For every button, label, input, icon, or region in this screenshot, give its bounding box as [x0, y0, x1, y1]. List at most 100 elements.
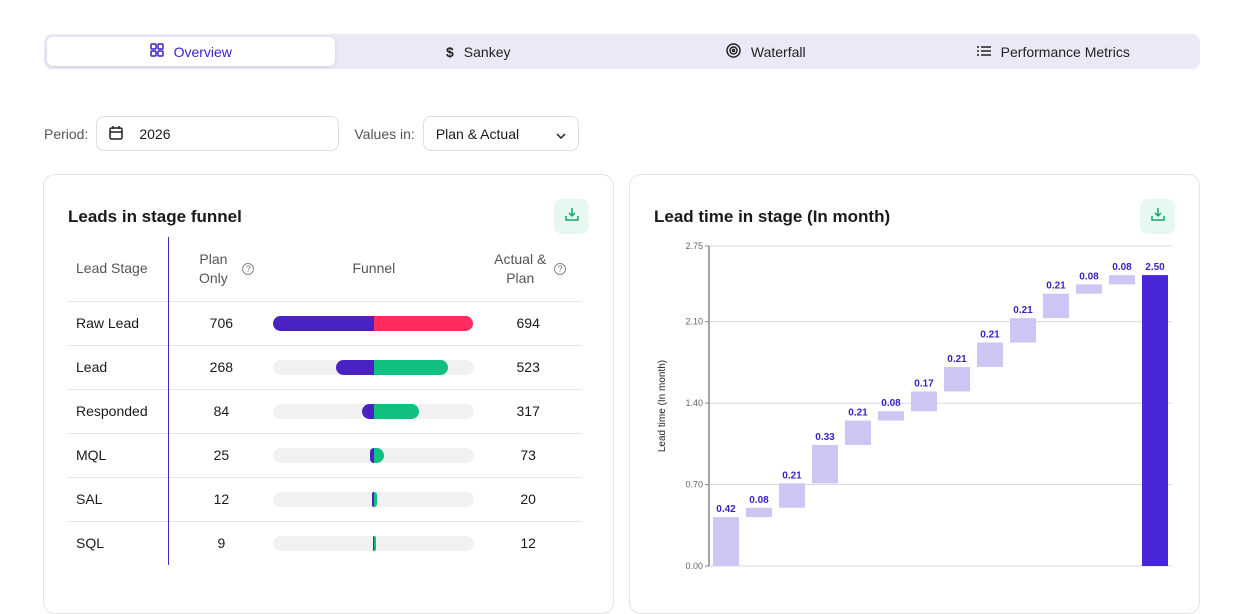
bar-value-label: 0.21	[947, 354, 967, 365]
download-button[interactable]	[1140, 199, 1175, 234]
funnel-cell	[273, 432, 475, 477]
stage-cell: SAL	[68, 476, 170, 521]
bar-value-label: 0.08	[881, 398, 901, 409]
stage-cell: SQL	[68, 520, 170, 565]
total-bar	[1142, 275, 1168, 566]
waterfall-bar	[1010, 318, 1036, 343]
waterfall-bar	[746, 507, 772, 518]
bar-value-label: 0.21	[782, 470, 802, 481]
bar-value-label: 0.17	[914, 378, 934, 389]
download-icon	[1150, 207, 1165, 226]
period-value: 2026	[139, 125, 171, 142]
table-row: Responded 84 317	[68, 388, 582, 433]
plan-bar	[372, 491, 374, 507]
values-select[interactable]: Plan & Actual	[422, 116, 579, 151]
bar-value-label: 0.21	[1013, 305, 1033, 316]
tab-label: Sankey	[463, 43, 511, 60]
chart-title: Lead time in stage (In month)	[654, 207, 891, 226]
download-button[interactable]	[554, 199, 589, 234]
funnel-cell	[273, 388, 475, 433]
plan-cell: 25	[168, 432, 274, 477]
waterfall-bar	[878, 411, 904, 421]
actual-bar	[373, 447, 385, 463]
bar-value-label: 0.21	[1046, 281, 1066, 292]
actual-bar	[373, 315, 473, 331]
tab-label: Overview	[173, 43, 232, 60]
table-row: SAL 12 20	[68, 476, 582, 521]
plan-bar	[361, 403, 374, 419]
table-row: Lead 268 523	[68, 344, 582, 389]
bar-value-label: 0.21	[980, 330, 1000, 341]
waterfall-bar	[845, 420, 871, 445]
stage-cell: Responded	[68, 388, 170, 433]
header-funnel: Funnel	[352, 260, 396, 277]
target-icon	[726, 42, 741, 61]
header-actual-text: Actual & Plan	[494, 250, 547, 286]
funnel-track	[273, 491, 475, 507]
funnel-track	[273, 535, 475, 551]
bar-value-label: 0.08	[1079, 271, 1099, 282]
waterfall-bar	[812, 444, 838, 484]
tab-label: Waterfall	[750, 43, 806, 60]
actual-bar	[373, 491, 377, 507]
y-tick-label: 0.00	[685, 561, 703, 571]
waterfall-bar	[944, 367, 970, 392]
y-tick-label: 2.75	[685, 241, 703, 251]
header-plan-only: Plan Only ?	[169, 237, 274, 301]
tab-waterfall[interactable]: Waterfall	[622, 37, 910, 66]
values-label: Values in:	[354, 125, 415, 142]
table-row: SQL 9 12	[68, 520, 582, 565]
tab-overview[interactable]: Overview	[47, 37, 335, 66]
help-icon[interactable]: ?	[554, 262, 567, 275]
period-picker[interactable]: 2026	[96, 116, 340, 151]
stage-cell: Lead	[68, 344, 170, 389]
table-row: Raw Lead 706 694	[68, 300, 582, 345]
bar-value-label: 0.21	[848, 408, 868, 419]
funnel-title: Leads in stage funnel	[68, 207, 242, 226]
plan-cell: 706	[168, 300, 274, 345]
waterfall-bar	[1043, 293, 1069, 319]
funnel-track	[273, 403, 475, 419]
funnel-cell	[273, 300, 475, 345]
funnel-track	[273, 447, 475, 463]
chevron-down-icon	[556, 126, 566, 142]
waterfall-chart: 0.00 0.70 1.40 2.10 2.75 Lead time (In month)…	[657, 241, 1172, 571]
plan-bar	[335, 359, 374, 375]
header-plan-text: Plan Only	[199, 250, 228, 286]
plan-bar	[370, 447, 374, 463]
stage-cell: MQL	[68, 432, 170, 477]
waterfall-bar	[911, 391, 937, 412]
help-icon[interactable]: ?	[242, 262, 255, 275]
funnel-track	[273, 359, 475, 375]
funnel-panel: Leads in stage funnel Lead Stage Plan On…	[43, 174, 614, 614]
y-tick-label: 2.10	[685, 317, 703, 327]
actual-cell: 317	[474, 388, 582, 433]
tab-sankey[interactable]: $ Sankey	[335, 37, 623, 66]
funnel-cell	[273, 344, 475, 389]
period-label: Period:	[44, 125, 89, 142]
funnel-cell	[273, 476, 475, 521]
waterfall-bar	[1109, 275, 1135, 285]
bar-value-label: 0.33	[815, 432, 835, 443]
actual-cell: 73	[474, 432, 582, 477]
plan-bar	[273, 315, 374, 331]
y-tick-label: 0.70	[685, 480, 703, 490]
tab-label: Performance Metrics	[1000, 43, 1130, 60]
total-value-label: 2.50	[1145, 262, 1165, 273]
table-row: MQL 25 73	[68, 432, 582, 477]
filters: Period: 2026 Values in: Plan & Actual	[44, 116, 579, 151]
tab-performance-metrics[interactable]: Performance Metrics	[910, 37, 1198, 66]
bar-value-label: 0.08	[1112, 262, 1132, 273]
plan-cell: 268	[168, 344, 274, 389]
grid-icon	[149, 43, 164, 60]
plan-bar	[372, 535, 374, 551]
waterfall-bar	[779, 483, 805, 508]
actual-cell: 694	[474, 300, 582, 345]
header-actual-plan: Actual & Plan ?	[474, 237, 582, 301]
actual-cell: 523	[474, 344, 582, 389]
list-icon	[976, 44, 991, 60]
y-tick-label: 1.40	[685, 398, 703, 408]
actual-cell: 12	[474, 520, 582, 565]
plan-cell: 84	[168, 388, 274, 433]
plan-cell: 9	[168, 520, 274, 565]
